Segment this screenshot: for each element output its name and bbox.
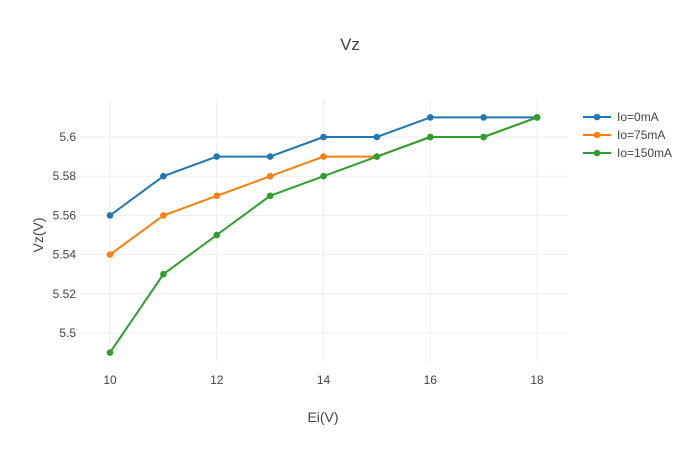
y-tick-label: 5.6	[59, 130, 76, 144]
x-tick-label: 10	[103, 373, 117, 387]
legend-label: Io=0mA	[617, 110, 659, 124]
grid-layer	[80, 100, 568, 362]
y-axis-title: Vz(V)	[30, 218, 46, 253]
data-point-series-1	[426, 114, 434, 121]
data-point-series-3	[480, 133, 487, 141]
y-tick-label: 5.5	[59, 326, 76, 340]
legend-label: Io=75mA	[617, 128, 665, 142]
x-tick-label: 18	[530, 373, 544, 387]
data-point-series-2	[320, 153, 327, 160]
data-point-series-1	[106, 212, 114, 219]
data-point-series-1	[480, 114, 487, 121]
data-point-series-3	[213, 231, 221, 239]
series-layer	[106, 114, 541, 356]
legend-swatch-marker	[593, 149, 601, 157]
legend-swatch-marker	[593, 131, 601, 139]
data-point-series-3	[533, 114, 541, 121]
data-point-series-3	[266, 192, 274, 200]
data-point-series-1	[320, 133, 327, 141]
data-point-series-3	[320, 172, 327, 180]
data-point-series-1	[213, 153, 221, 160]
data-point-series-1	[373, 133, 381, 141]
legend: Io=0mA Io=75mA Io=150mA	[583, 110, 672, 160]
x-tick-label: 16	[424, 373, 438, 387]
data-point-series-2	[213, 192, 221, 200]
y-tick-label: 5.52	[53, 287, 77, 301]
data-point-series-1	[160, 172, 167, 180]
data-point-series-2	[266, 172, 274, 180]
x-tick-label: 14	[317, 373, 331, 387]
chart-title: Vz	[340, 35, 360, 54]
data-point-series-3	[426, 133, 434, 141]
tick-layer: 10 12 14 16 18 5.5 5.52 5.54 5.56 5.58 5.6	[53, 130, 544, 387]
x-axis-title: Ei(V)	[307, 409, 338, 425]
y-tick-label: 5.54	[53, 248, 77, 262]
y-tick-label: 5.58	[53, 169, 77, 183]
data-point-series-3	[160, 270, 167, 278]
data-point-series-3	[106, 349, 114, 356]
legend-swatch-marker	[593, 113, 601, 121]
data-point-series-2	[106, 251, 114, 258]
legend-label: Io=150mA	[617, 146, 672, 160]
data-point-series-1	[266, 153, 274, 160]
y-tick-label: 5.56	[53, 208, 77, 222]
x-tick-label: 12	[210, 373, 224, 387]
data-point-series-3	[373, 153, 381, 160]
data-point-series-2	[160, 212, 167, 219]
